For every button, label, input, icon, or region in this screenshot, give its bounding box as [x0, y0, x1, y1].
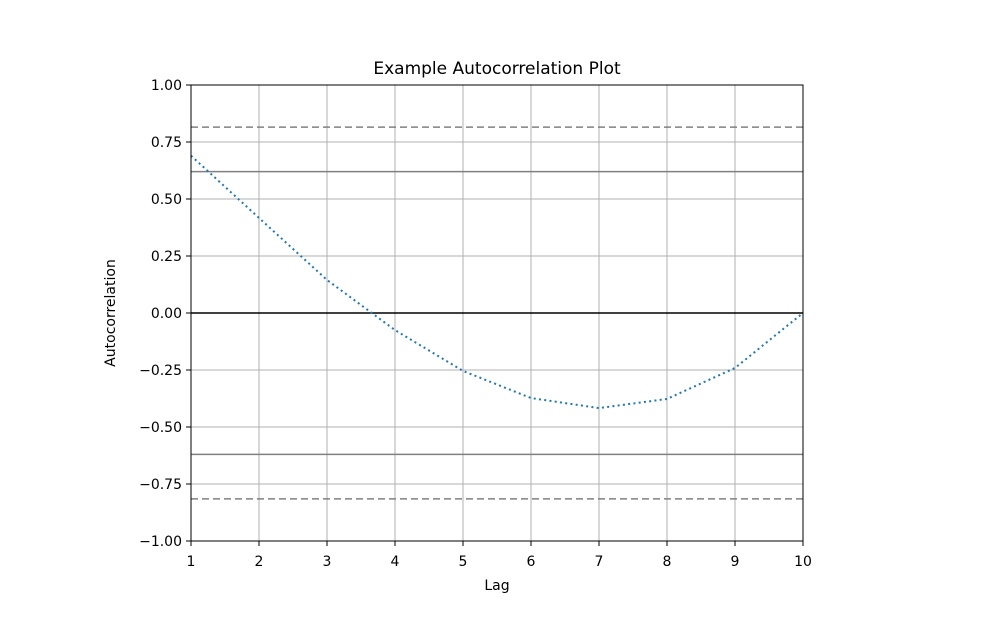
y-tick-label: 0.50	[151, 192, 182, 208]
x-tick-label: 5	[459, 554, 468, 570]
autocorrelation-line	[190, 154, 804, 410]
y-axis-label: Autocorrelation	[103, 259, 119, 367]
x-tick-label: 4	[391, 554, 400, 570]
x-tick-label: 8	[663, 554, 672, 570]
x-tick-label: 1	[187, 554, 196, 570]
x-tick-label: 3	[323, 554, 332, 570]
x-tick-label: 6	[527, 554, 536, 570]
x-tick-label: 9	[731, 554, 740, 570]
y-tick-label: −1.00	[139, 534, 182, 550]
x-tick-label: 7	[595, 554, 604, 570]
y-tick-label: −0.25	[139, 363, 182, 379]
y-tick-label: −0.75	[139, 477, 182, 493]
chart-title: Example Autocorrelation Plot	[373, 59, 621, 79]
y-tick-label: 0.25	[151, 249, 182, 265]
x-tick-label: 10	[794, 554, 812, 570]
y-tick-label: −0.50	[139, 420, 182, 436]
x-axis-label: Lag	[484, 578, 509, 594]
plot-frame	[190, 84, 804, 542]
x-tick-label: 2	[255, 554, 264, 570]
y-tick-label: 1.00	[151, 78, 182, 94]
y-tick-label: 0.00	[151, 306, 182, 322]
y-tick-label: 0.75	[151, 135, 182, 151]
